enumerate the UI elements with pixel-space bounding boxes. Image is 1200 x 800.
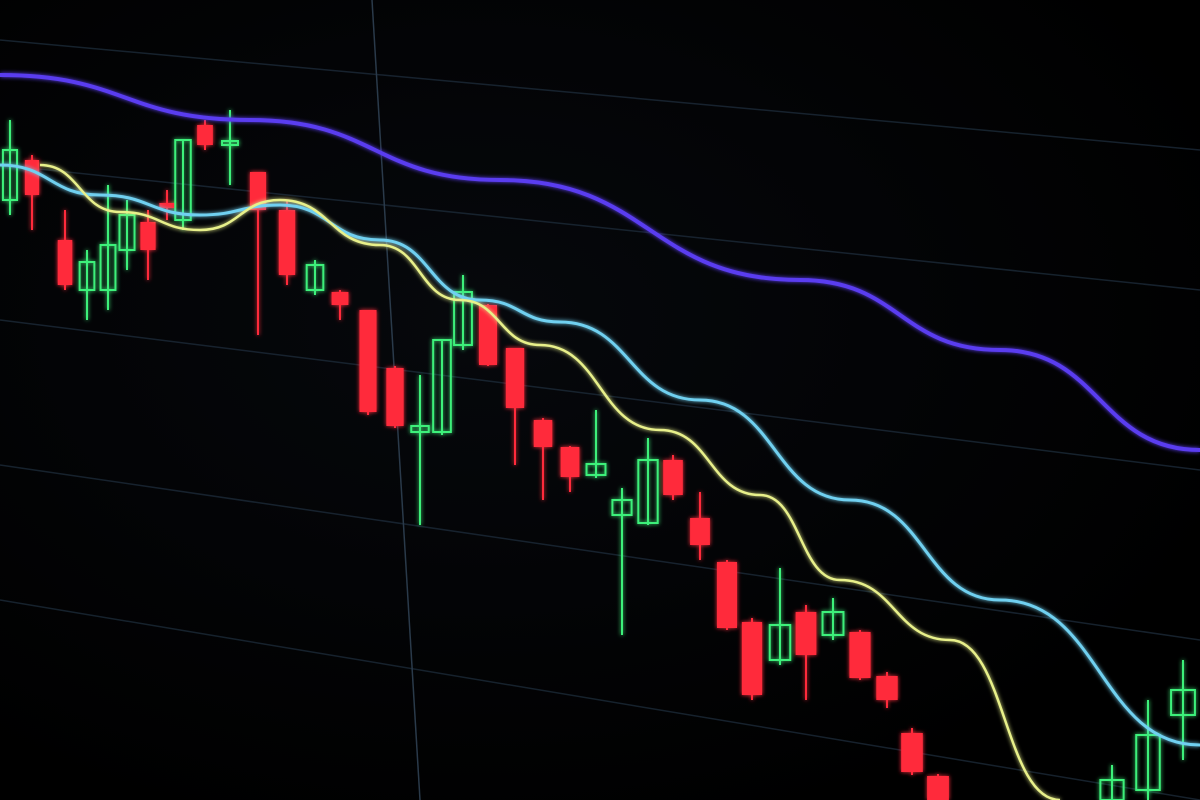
candle-body — [821, 611, 845, 636]
bearish-candle — [505, 348, 525, 465]
bearish-candle — [716, 560, 738, 630]
candle-body — [478, 305, 498, 365]
bearish-candle — [690, 492, 710, 560]
bullish-candle — [585, 410, 607, 478]
bearish-candle — [741, 618, 763, 700]
bullish-candle — [1, 120, 19, 215]
short-moving-average-line — [39, 163, 1061, 800]
candle-body — [876, 676, 898, 700]
grid-line — [0, 599, 1200, 800]
candle-body — [795, 612, 817, 655]
candle-body — [221, 140, 239, 146]
bullish-candle — [768, 568, 792, 665]
bullish-candle — [1135, 700, 1161, 800]
bullish-candle — [453, 275, 473, 350]
candle-body — [1135, 734, 1161, 791]
candle-body — [716, 562, 738, 628]
candle-body — [278, 210, 296, 275]
candle-body — [1170, 689, 1196, 716]
candle-body — [99, 244, 117, 291]
candle-body — [927, 776, 949, 800]
bearish-candle — [560, 446, 580, 492]
long-moving-average-line — [0, 73, 1200, 452]
bullish-candle — [221, 110, 239, 185]
bullish-candle — [1099, 765, 1125, 800]
bullish-candle — [821, 598, 845, 640]
bearish-candle — [927, 774, 949, 800]
bullish-candle — [78, 250, 96, 320]
bullish-candle — [432, 339, 452, 435]
bearish-candle — [249, 172, 267, 335]
bullish-candle — [305, 260, 325, 295]
grid-line — [0, 464, 1200, 641]
bullish-candle — [637, 438, 659, 525]
bullish-candle — [410, 375, 430, 525]
bearish-candle — [533, 418, 553, 500]
candle-body — [174, 139, 192, 221]
candle-body — [359, 310, 377, 412]
candle-body — [410, 425, 430, 433]
candle-body — [768, 624, 792, 661]
bearish-candle — [197, 120, 213, 150]
grid-line — [0, 39, 1200, 151]
bearish-candle — [278, 200, 296, 285]
candle-body — [249, 172, 267, 210]
candle-body — [305, 264, 325, 291]
bearish-candle — [663, 455, 683, 500]
candle-body — [78, 261, 96, 291]
candle-body — [849, 632, 871, 678]
mid-moving-average-line — [0, 163, 1200, 747]
candles — [1, 110, 1196, 800]
bearish-candle — [876, 672, 898, 708]
candle-body — [505, 348, 525, 408]
candle-body — [453, 291, 473, 346]
candle-body — [331, 292, 349, 305]
bullish-candle — [611, 488, 633, 635]
candle-body — [118, 214, 136, 251]
candle-body — [432, 339, 452, 433]
bullish-candle — [118, 200, 136, 270]
bearish-candle — [331, 290, 349, 320]
grid-line — [0, 319, 1200, 471]
candle-body — [690, 518, 710, 545]
bearish-candle — [24, 155, 40, 230]
candle-body — [611, 499, 633, 516]
candle-body — [663, 460, 683, 495]
moving-average-lines — [0, 73, 1200, 800]
candle-body — [533, 420, 553, 447]
candle-body — [57, 240, 73, 285]
bearish-candle — [795, 605, 817, 700]
candle-body — [560, 447, 580, 477]
bearish-candle — [849, 630, 871, 680]
bearish-candle — [359, 310, 377, 415]
candle-body — [1099, 779, 1125, 800]
bearish-candle — [140, 210, 156, 280]
bearish-candle — [901, 728, 923, 775]
bearish-candle — [57, 210, 73, 290]
candle-body — [901, 733, 923, 772]
candle-body — [741, 622, 763, 695]
candle-body — [1, 149, 19, 201]
candle-body — [159, 203, 175, 208]
bearish-candle — [386, 366, 404, 428]
grid-line — [0, 164, 1200, 291]
candle-body — [197, 125, 213, 145]
bearish-candle — [159, 190, 175, 220]
bullish-candle — [99, 185, 117, 310]
bearish-candle — [478, 304, 498, 366]
candle-body — [585, 463, 607, 476]
candle-body — [637, 459, 659, 524]
candle-body — [386, 368, 404, 426]
candle-body — [140, 222, 156, 250]
candle-body — [24, 160, 40, 195]
